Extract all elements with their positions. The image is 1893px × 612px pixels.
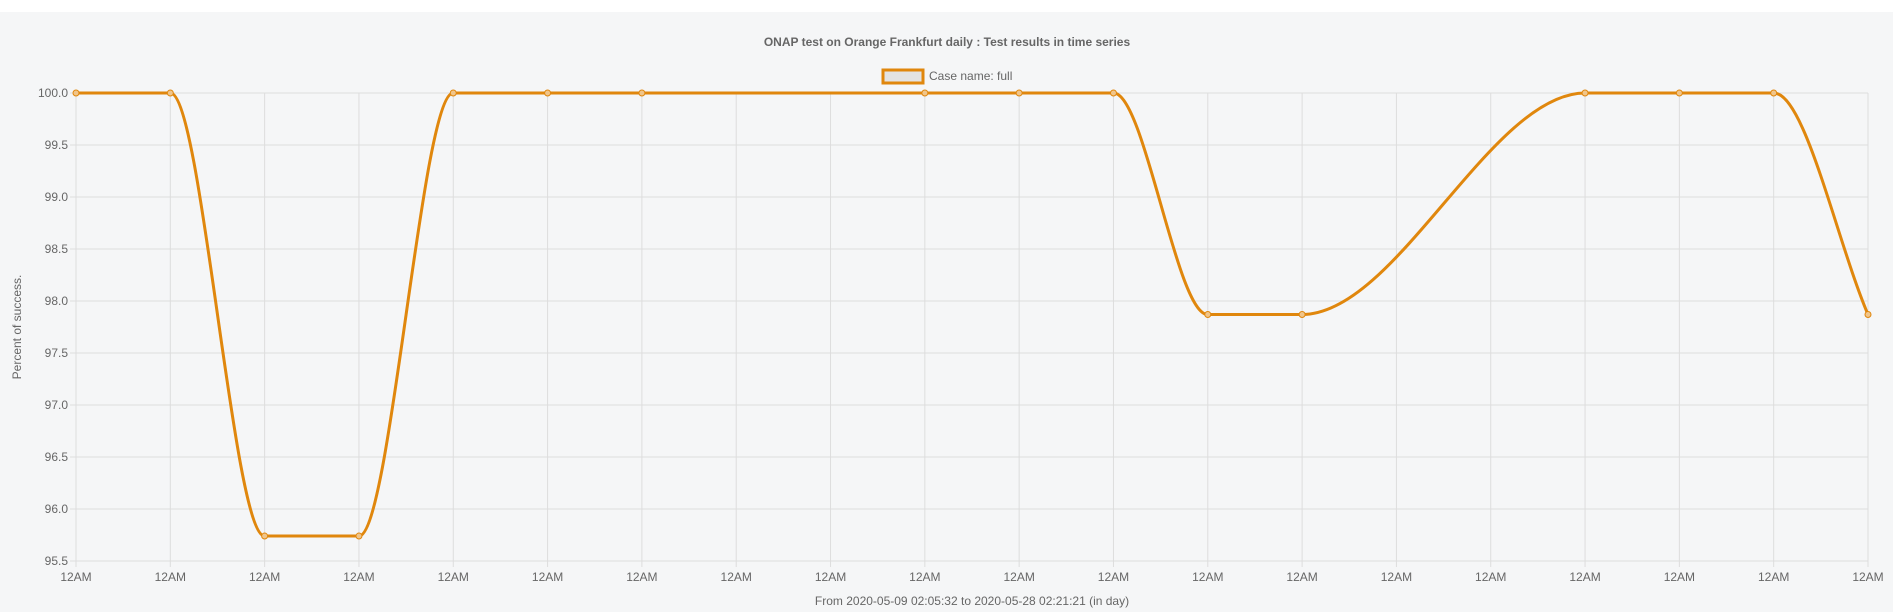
x-tick-label: 12AM — [1098, 570, 1129, 584]
x-tick-label: 12AM — [1381, 570, 1412, 584]
y-tick-labels: 100.0 99.5 99.0 98.5 98.0 97.5 97.0 96.5 96.0 95.… — [38, 86, 68, 568]
x-tick-label: 12AM — [1852, 570, 1883, 584]
x-tick-label: 12AM — [1003, 570, 1034, 584]
x-tick-label: 12AM — [815, 570, 846, 584]
x-tick-label: 12AM — [909, 570, 940, 584]
data-point — [261, 532, 269, 540]
data-point — [921, 89, 929, 97]
y-tick-label: 95.5 — [45, 554, 69, 568]
y-tick-label: 96.0 — [45, 502, 69, 516]
y-tick-label: 99.0 — [45, 190, 69, 204]
chart-title: ONAP test on Orange Frankfurt daily : Te… — [764, 35, 1131, 49]
data-point — [355, 532, 363, 540]
y-axis-label: Percent of success. — [10, 275, 24, 380]
y-tick-label: 99.5 — [45, 138, 69, 152]
top-strip — [0, 0, 1893, 12]
legend-label[interactable]: Case name: full — [929, 69, 1012, 83]
series-line — [76, 91, 1870, 538]
x-tick-label: 12AM — [1192, 570, 1223, 584]
data-point — [1298, 311, 1306, 319]
data-point — [1015, 89, 1023, 97]
x-tick-label: 12AM — [249, 570, 280, 584]
y-tick-label: 96.5 — [45, 450, 69, 464]
y-tick-label: 98.0 — [45, 294, 69, 308]
y-tick-label: 100.0 — [38, 86, 68, 100]
x-tick-label: 12AM — [626, 570, 657, 584]
x-tick-label: 12AM — [721, 570, 752, 584]
x-tick-label: 12AM — [343, 570, 374, 584]
legend-swatch[interactable] — [881, 68, 925, 85]
x-tick-label: 12AM — [1758, 570, 1789, 584]
grid — [70, 92, 1869, 567]
data-point — [1109, 89, 1117, 97]
x-tick-label: 12AM — [1569, 570, 1600, 584]
data-point — [544, 89, 552, 97]
plot-area — [72, 89, 1872, 540]
x-axis-label: From 2020-05-09 02:05:32 to 2020-05-28 0… — [815, 594, 1129, 608]
x-tick-label: 12AM — [60, 570, 91, 584]
x-tick-label: 12AM — [438, 570, 469, 584]
chart-panel — [0, 12, 1893, 612]
x-tick-label: 12AM — [1286, 570, 1317, 584]
data-point — [1581, 89, 1589, 97]
data-point — [449, 89, 457, 97]
data-point — [1864, 311, 1872, 319]
y-tick-label: 97.5 — [45, 346, 69, 360]
x-tick-label: 12AM — [1475, 570, 1506, 584]
y-tick-label: 98.5 — [45, 242, 69, 256]
x-tick-labels: 12AM 12AM 12AM 12AM 12AM 12AM 12AM 12AM 12AM 12AM… — [60, 570, 1883, 584]
legend[interactable]: Case name: full — [881, 68, 1012, 85]
data-point — [1770, 89, 1778, 97]
data-point — [166, 89, 174, 97]
y-tick-label: 97.0 — [45, 398, 69, 412]
x-tick-label: 12AM — [1664, 570, 1695, 584]
data-point — [638, 89, 646, 97]
data-point — [1675, 89, 1683, 97]
data-point — [72, 89, 80, 97]
data-point — [1204, 311, 1212, 319]
x-tick-label: 12AM — [532, 570, 563, 584]
x-tick-label: 12AM — [155, 570, 186, 584]
